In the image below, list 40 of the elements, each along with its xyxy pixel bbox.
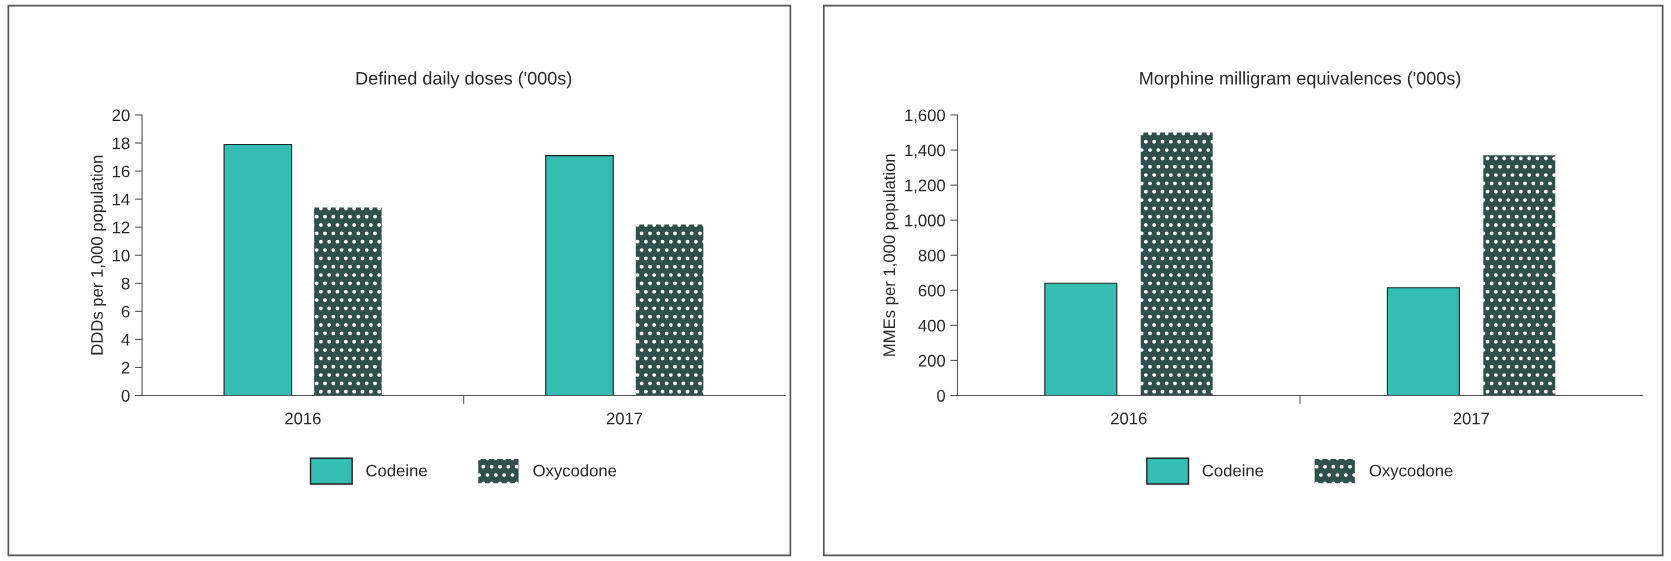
x-tick-label: 2016 [285, 412, 321, 425]
y-tick-label: 16 [112, 165, 130, 178]
chart-title: Morphine milligram equivalences ('000s) [1140, 71, 1461, 89]
y-tick-label: 10 [112, 249, 130, 262]
bar [1140, 132, 1213, 396]
legend-label: Oxycodone [1369, 464, 1453, 480]
bar [1044, 282, 1118, 396]
y-axis-title: MMEs per 1,000 population [882, 154, 899, 356]
bar [635, 224, 704, 396]
y-tick-label: 2 [121, 361, 130, 374]
y-tick-label: 800 [918, 249, 946, 262]
y-tick-label: 400 [918, 319, 946, 332]
bar [1386, 287, 1460, 396]
y-tick-label: 200 [918, 354, 946, 367]
y-tick-label: 0 [937, 389, 946, 402]
y-tick-label: 1,200 [905, 179, 946, 194]
legend-label: Codeine [366, 464, 427, 477]
y-tick-label: 8 [121, 277, 130, 290]
y-tick-label: 20 [112, 109, 130, 122]
y-tick-label: 0 [121, 389, 130, 402]
y-tick-label: 600 [918, 284, 946, 297]
y-tick-label: 1,600 [905, 109, 946, 124]
legend-label: Codeine [1202, 464, 1264, 477]
bar [314, 207, 382, 396]
chart-title: Defined daily doses ('000s) [356, 71, 572, 89]
x-tick-label: 2017 [1453, 412, 1490, 425]
y-tick-label: 18 [112, 137, 130, 150]
legend-label: Oxycodone [533, 464, 617, 480]
y-axis-title: DDDs per 1,000 population [90, 155, 107, 355]
x-tick-label: 2017 [606, 412, 643, 425]
bar [545, 155, 614, 396]
bar [223, 143, 293, 396]
y-tick-label: 4 [121, 333, 130, 346]
y-tick-label: 6 [121, 305, 130, 318]
y-tick-label: 1,400 [905, 144, 946, 159]
y-tick-label: 1,000 [905, 214, 946, 229]
bar [1483, 155, 1556, 396]
x-tick-label: 2016 [1111, 412, 1147, 425]
y-tick-label: 14 [112, 193, 130, 206]
y-tick-label: 12 [112, 221, 130, 234]
